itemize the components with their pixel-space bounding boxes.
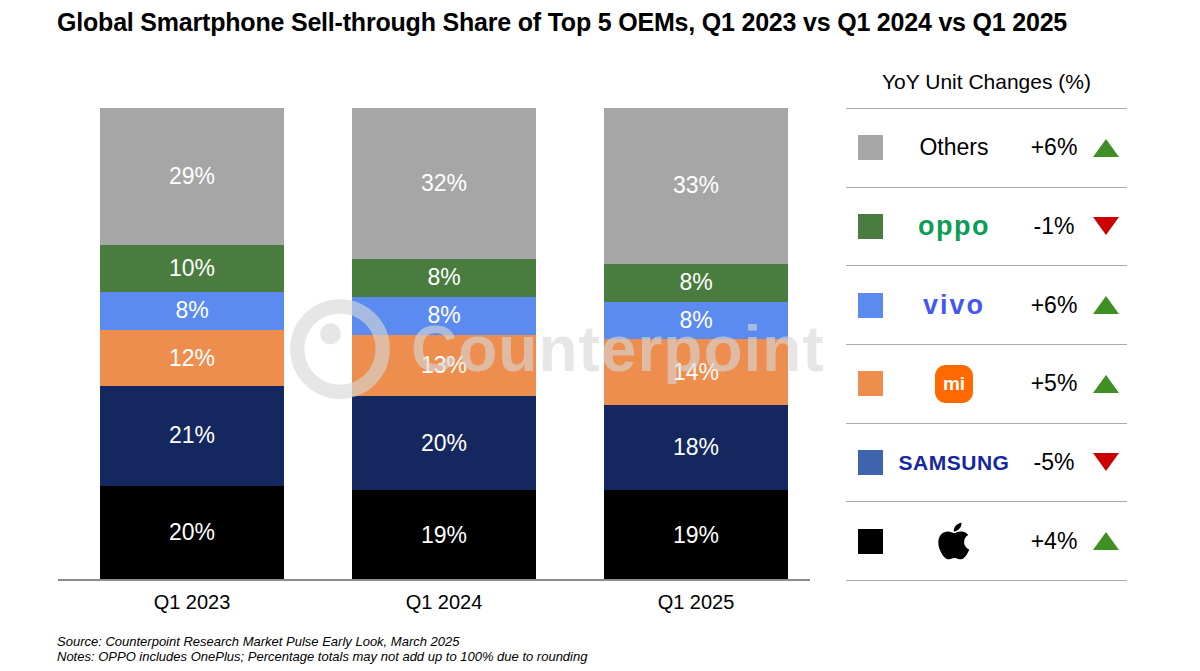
segment-value-label: 8% [175, 297, 208, 324]
segment-value-label: 19% [421, 522, 467, 549]
vivo-logo: vivo [923, 292, 985, 319]
segment-value-label: 19% [673, 522, 719, 549]
segment-value-label: 13% [421, 352, 467, 379]
legend-panel: Others +6% oppo -1% vivo +6% m [846, 108, 1127, 581]
segment-value-label: 20% [421, 430, 467, 457]
samsung-swatch [858, 450, 883, 475]
stacked-bar-q1-2023: 29% 10% 8% 12% 21% 20% [100, 108, 284, 580]
chart-canvas: Global Smartphone Sell-through Share of … [0, 0, 1200, 671]
legend-row-samsung: SAMSUNG -5% [846, 423, 1127, 502]
segment-xiaomi: 13% [352, 335, 536, 396]
legend-header: YoY Unit Changes (%) [846, 70, 1127, 94]
legend-row-others: Others +6% [846, 108, 1127, 187]
x-axis-label-q1-2023: Q1 2023 [100, 591, 284, 614]
x-axis-label-q1-2025: Q1 2025 [604, 591, 788, 614]
apple-logo-icon [938, 520, 970, 562]
segment-apple: 20% [100, 486, 284, 580]
stacked-bar-q1-2024: 32% 8% 8% 13% 20% 19% [352, 108, 536, 580]
legend-row-vivo: vivo +6% [846, 265, 1127, 344]
segment-value-label: 10% [169, 255, 215, 282]
segment-value-label: 12% [169, 345, 215, 372]
segment-samsung: 21% [100, 386, 284, 485]
vivo-swatch [858, 293, 883, 318]
segment-oppo: 10% [100, 245, 284, 292]
segment-vivo: 8% [604, 302, 788, 340]
segment-samsung: 20% [352, 396, 536, 490]
legend-row-xiaomi: mi +5% [846, 344, 1127, 423]
segment-vivo: 8% [352, 297, 536, 335]
segment-value-label: 8% [679, 307, 712, 334]
segment-apple: 19% [352, 490, 536, 580]
segment-value-label: 33% [673, 172, 719, 199]
vivo-logo-box: vivo [883, 292, 1025, 319]
samsung-logo: SAMSUNG [899, 452, 1010, 473]
segment-xiaomi: 12% [100, 330, 284, 387]
apple-yoy-change: +4% [1025, 528, 1083, 555]
others-swatch [858, 135, 883, 160]
xiaomi-mi-logo: mi [935, 365, 973, 403]
vivo-trend-arrow-icon [1093, 296, 1119, 314]
segment-value-label: 14% [673, 359, 719, 386]
page-title: Global Smartphone Sell-through Share of … [57, 8, 1067, 37]
segment-value-label: 8% [427, 264, 460, 291]
apple-trend-arrow-icon [1093, 532, 1119, 550]
segment-oppo: 8% [352, 259, 536, 297]
segment-value-label: 32% [421, 170, 467, 197]
segment-value-label: 18% [673, 434, 719, 461]
segment-value-label: 8% [427, 302, 460, 329]
source-note: Source: Counterpoint Research Market Pul… [57, 634, 587, 649]
apple-swatch [858, 529, 883, 554]
others-trend-arrow-icon [1093, 139, 1119, 157]
segment-value-label: 29% [169, 163, 215, 190]
xiaomi-logo-box: mi [883, 365, 1025, 403]
xiaomi-mi-logo-text: mi [943, 374, 965, 393]
segment-apple: 19% [604, 490, 788, 580]
others-yoy-change: +6% [1025, 134, 1083, 161]
segment-vivo: 8% [100, 292, 284, 330]
samsung-logo-box: SAMSUNG [883, 452, 1025, 473]
segment-others: 32% [352, 108, 536, 259]
oppo-yoy-change: -1% [1025, 213, 1083, 240]
segment-samsung: 18% [604, 405, 788, 490]
oppo-logo-box: oppo [883, 213, 1025, 240]
xiaomi-swatch [858, 371, 883, 396]
segment-value-label: 21% [169, 422, 215, 449]
segment-others: 33% [604, 108, 788, 264]
segment-value-label: 20% [169, 519, 215, 546]
oppo-swatch [858, 214, 883, 239]
segment-others: 29% [100, 108, 284, 245]
apple-logo-box [883, 520, 1025, 562]
x-axis-label-q1-2024: Q1 2024 [352, 591, 536, 614]
segment-value-label: 8% [679, 269, 712, 296]
samsung-yoy-change: -5% [1025, 449, 1083, 476]
rounding-note: Notes: OPPO includes OnePlus; Percentage… [57, 649, 587, 664]
oppo-logo: oppo [918, 213, 990, 240]
stacked-bar-q1-2025: 33% 8% 8% 14% 18% 19% [604, 108, 788, 580]
oppo-trend-arrow-icon [1093, 217, 1119, 235]
x-axis-line [58, 579, 810, 581]
vivo-yoy-change: +6% [1025, 292, 1083, 319]
segment-oppo: 8% [604, 264, 788, 302]
legend-row-apple: +4% [846, 501, 1127, 580]
footer-notes: Source: Counterpoint Research Market Pul… [57, 634, 587, 664]
samsung-trend-arrow-icon [1093, 453, 1119, 471]
segment-xiaomi: 14% [604, 339, 788, 405]
others-label: Others [919, 134, 988, 161]
xiaomi-trend-arrow-icon [1093, 375, 1119, 393]
others-logo-box: Others [883, 134, 1025, 161]
legend-row-oppo: oppo -1% [846, 187, 1127, 266]
xiaomi-yoy-change: +5% [1025, 370, 1083, 397]
